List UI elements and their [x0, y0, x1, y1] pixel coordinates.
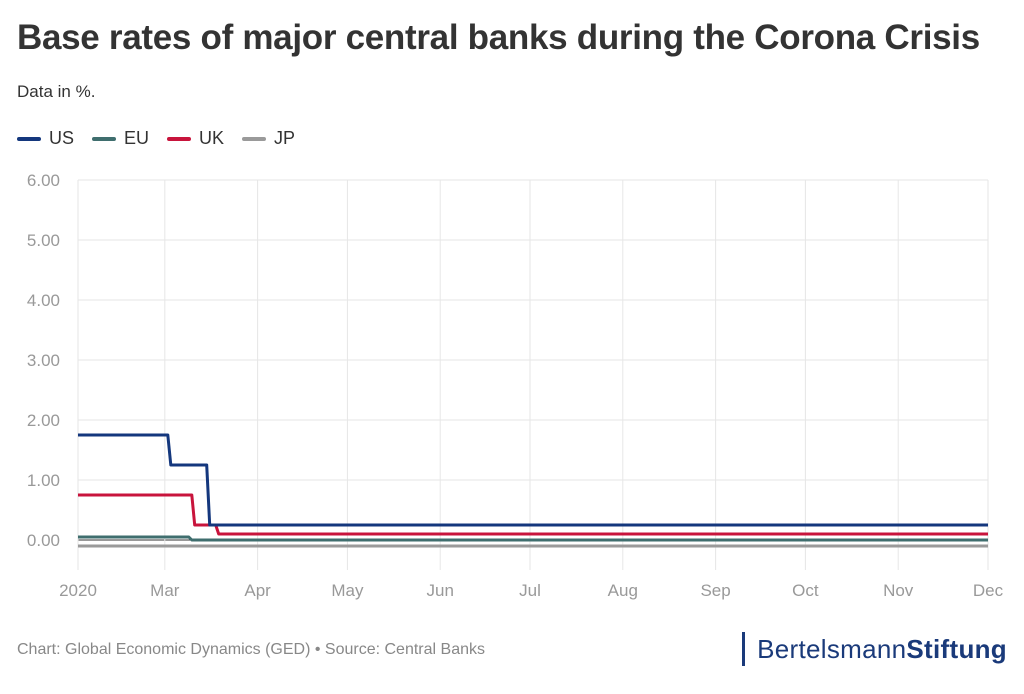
legend-item-us: US: [17, 128, 74, 149]
brand-bar: [742, 632, 746, 666]
brand-logo: BertelsmannStiftung: [742, 632, 1007, 666]
legend-swatch-eu: [92, 136, 117, 141]
legend-swatch-jp: [242, 136, 267, 141]
legend-label-jp: JP: [274, 128, 296, 148]
x-tick-label: Jul: [519, 581, 541, 600]
x-tick-label: 2020: [59, 581, 97, 600]
series-line-us: [78, 433, 988, 527]
x-tick-label: Dec: [973, 581, 1004, 600]
gridlines: [77, 179, 989, 570]
legend-swatch-uk: [167, 136, 192, 141]
y-tick-label: 1.00: [27, 471, 60, 490]
brand-wordmark: BertelsmannStiftung: [757, 634, 1007, 665]
x-tick-label: Oct: [792, 581, 819, 600]
x-tick-label: Aug: [608, 581, 638, 600]
legend-label-uk: UK: [199, 128, 225, 148]
y-tick-label: 4.00: [27, 291, 60, 310]
line-chart: 6.00 5.00 4.00 3.00 2.00 1.00 0.00 2020 Mar Apr M…: [27, 171, 1004, 600]
x-tick-label: Apr: [244, 581, 271, 600]
brand-part2: Stiftung: [906, 633, 1007, 664]
series-line-eu: [78, 535, 988, 542]
legend-item-jp: JP: [242, 128, 295, 149]
x-axis-ticks: 2020 Mar Apr May Jun Jul Aug Sep Oct Nov Dec: [59, 581, 1004, 600]
x-tick-label: Jun: [426, 581, 453, 600]
chart-subtitle: Data in %.: [17, 82, 96, 101]
legend-swatch-us: [17, 136, 41, 141]
y-tick-label: 3.00: [27, 351, 60, 370]
legend-label-eu: EU: [124, 128, 150, 148]
brand-part1: Bertelsmann: [757, 633, 907, 664]
y-tick-label: 2.00: [27, 411, 60, 430]
x-tick-label: Sep: [700, 581, 730, 600]
y-tick-label: 5.00: [27, 231, 60, 250]
series-lines: [78, 433, 988, 548]
y-tick-label: 0.00: [27, 531, 60, 550]
y-tick-label: 6.00: [27, 171, 60, 190]
x-tick-label: May: [331, 581, 364, 600]
x-tick-label: Mar: [150, 581, 180, 600]
legend: US EU UK JP: [17, 128, 313, 149]
x-tick-label: Nov: [883, 581, 914, 600]
legend-item-uk: UK: [167, 128, 224, 149]
chart-title: Base rates of major central banks during…: [17, 18, 980, 57]
chart-source-note: Chart: Global Economic Dynamics (GED) • …: [17, 641, 485, 658]
series-line-uk: [78, 493, 988, 536]
legend-item-eu: EU: [92, 128, 149, 149]
y-axis-ticks: 6.00 5.00 4.00 3.00 2.00 1.00 0.00: [27, 171, 60, 550]
legend-label-us: US: [49, 128, 75, 148]
